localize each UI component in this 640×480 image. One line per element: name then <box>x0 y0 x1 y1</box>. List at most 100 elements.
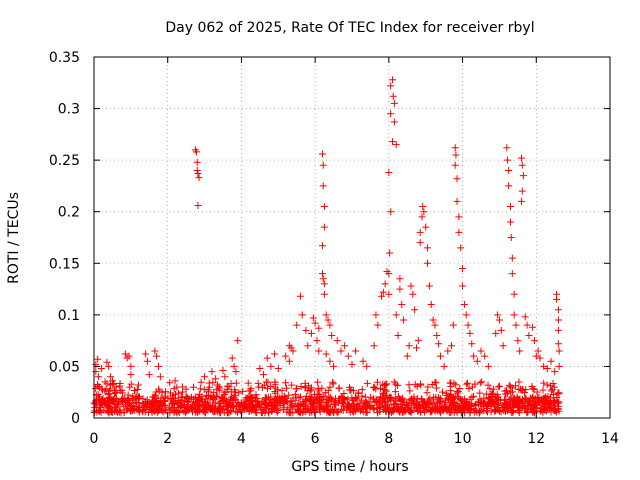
data-point <box>543 364 551 372</box>
data-point <box>113 395 121 403</box>
data-point <box>285 391 293 399</box>
data-point <box>540 379 548 387</box>
data-point <box>201 373 209 381</box>
data-point <box>104 391 112 399</box>
data-point <box>352 404 360 412</box>
data-point <box>151 347 159 355</box>
data-point <box>121 350 129 358</box>
data-point <box>515 378 523 386</box>
data-point <box>531 403 539 411</box>
data-point <box>497 396 505 404</box>
data-point <box>120 403 128 411</box>
data-point <box>501 406 509 414</box>
data-point <box>419 401 427 409</box>
data-point <box>476 399 484 407</box>
data-point <box>376 384 384 392</box>
data-point <box>324 316 332 324</box>
data-point <box>514 337 522 345</box>
x-tick-label: 2 <box>163 431 172 447</box>
data-point <box>387 82 395 90</box>
data-point <box>202 395 210 403</box>
data-point <box>389 76 397 84</box>
data-point <box>555 398 563 406</box>
data-point <box>165 404 173 412</box>
data-point <box>526 401 534 409</box>
data-point <box>304 342 312 350</box>
data-point <box>258 405 266 413</box>
data-point <box>340 395 348 403</box>
data-point <box>98 386 106 394</box>
data-point <box>128 407 136 415</box>
data-point <box>202 406 210 414</box>
data-point <box>125 352 133 360</box>
data-point <box>208 368 216 376</box>
data-point <box>383 380 391 388</box>
data-point <box>320 223 328 231</box>
data-point <box>412 399 420 407</box>
data-point <box>363 362 371 370</box>
data-point <box>487 390 495 398</box>
data-point <box>136 404 144 412</box>
data-point <box>319 275 327 283</box>
data-point <box>392 141 400 149</box>
data-point <box>243 394 251 402</box>
data-point <box>519 172 527 180</box>
data-point <box>196 385 204 393</box>
data-point <box>282 352 290 360</box>
data-point <box>452 400 460 408</box>
x-axis-label: GPS time / hours <box>291 459 408 475</box>
data-point <box>205 383 213 391</box>
data-point <box>292 385 300 393</box>
data-point <box>105 409 113 417</box>
data-point <box>287 409 295 417</box>
data-point <box>218 393 226 401</box>
data-point <box>307 386 315 394</box>
data-point <box>554 306 562 314</box>
data-point <box>390 118 398 126</box>
data-point <box>555 347 563 355</box>
data-point <box>529 323 537 331</box>
data-point <box>424 244 432 252</box>
data-point <box>515 386 523 394</box>
data-point <box>387 396 395 404</box>
data-point <box>103 358 111 366</box>
data-point <box>346 383 354 391</box>
data-point <box>416 402 424 410</box>
data-point <box>184 398 192 406</box>
data-point <box>447 402 455 410</box>
data-point <box>397 398 405 406</box>
data-point <box>387 110 395 118</box>
data-point <box>323 403 331 411</box>
data-point <box>377 402 385 410</box>
data-point <box>531 402 539 410</box>
data-point <box>206 405 214 413</box>
data-point <box>214 381 222 389</box>
data-point <box>317 396 325 404</box>
data-point <box>218 395 226 403</box>
data-point <box>410 404 418 412</box>
data-point <box>417 395 425 403</box>
data-point <box>494 383 502 391</box>
data-point <box>199 403 207 411</box>
data-point <box>506 404 514 412</box>
data-point <box>227 380 235 388</box>
data-point <box>193 166 201 174</box>
data-point <box>394 331 402 339</box>
data-point <box>473 357 481 365</box>
data-point <box>298 311 306 319</box>
data-point <box>195 394 203 402</box>
data-point <box>333 337 341 345</box>
data-point <box>518 161 526 169</box>
data-point <box>105 362 113 370</box>
data-point <box>229 396 237 404</box>
data-point <box>546 382 554 390</box>
data-point <box>296 393 304 401</box>
data-point <box>429 316 437 324</box>
data-point <box>484 405 492 413</box>
data-point <box>244 379 252 387</box>
data-point <box>410 393 418 401</box>
data-point <box>339 399 347 407</box>
data-point <box>515 409 523 417</box>
data-point <box>219 367 227 375</box>
data-point <box>505 182 513 190</box>
